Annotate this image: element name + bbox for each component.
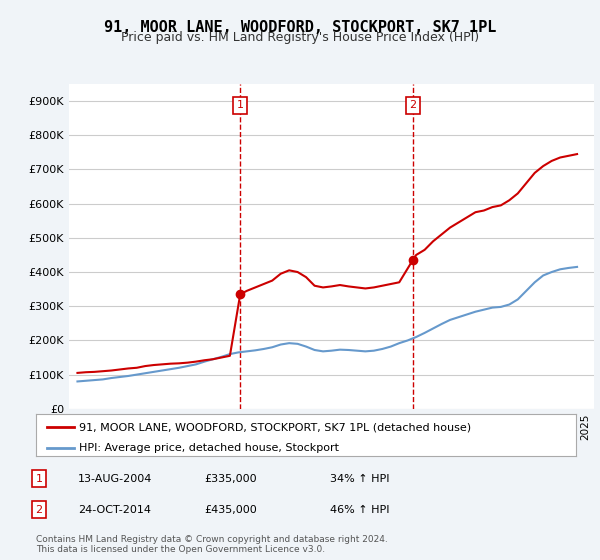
Text: HPI: Average price, detached house, Stockport: HPI: Average price, detached house, Stoc… [79,443,339,453]
Text: £435,000: £435,000 [204,505,257,515]
Text: 24-OCT-2014: 24-OCT-2014 [78,505,151,515]
Text: 1: 1 [237,100,244,110]
Text: £335,000: £335,000 [204,474,257,484]
Text: 91, MOOR LANE, WOODFORD, STOCKPORT, SK7 1PL (detached house): 91, MOOR LANE, WOODFORD, STOCKPORT, SK7 … [79,422,472,432]
Text: Price paid vs. HM Land Registry's House Price Index (HPI): Price paid vs. HM Land Registry's House … [121,31,479,44]
Text: 13-AUG-2004: 13-AUG-2004 [78,474,152,484]
Text: 46% ↑ HPI: 46% ↑ HPI [330,505,389,515]
Text: Contains HM Land Registry data © Crown copyright and database right 2024.
This d: Contains HM Land Registry data © Crown c… [36,535,388,554]
Text: 2: 2 [409,100,416,110]
Text: 91, MOOR LANE, WOODFORD, STOCKPORT, SK7 1PL: 91, MOOR LANE, WOODFORD, STOCKPORT, SK7 … [104,20,496,35]
Text: 2: 2 [35,505,43,515]
Text: 1: 1 [35,474,43,484]
Text: 34% ↑ HPI: 34% ↑ HPI [330,474,389,484]
